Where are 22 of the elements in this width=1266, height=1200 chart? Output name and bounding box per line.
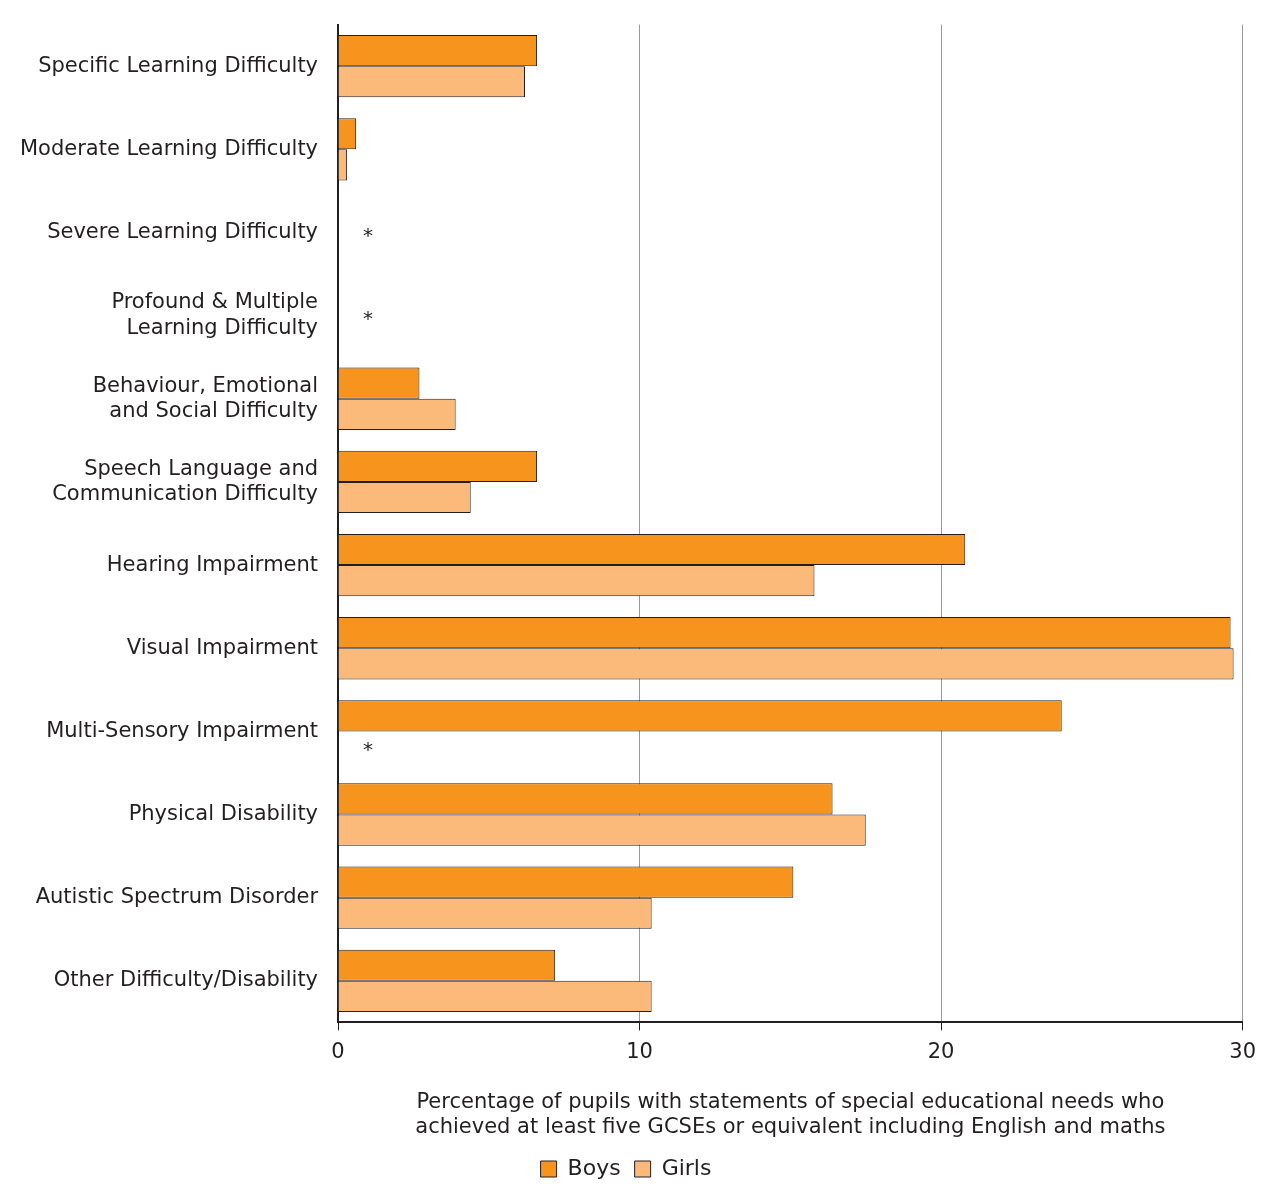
y-tick-label: Physical Disability [128, 800, 319, 825]
y-tick-label: Severe Learning Difficulty [47, 218, 319, 243]
legend-label: Boys [567, 1154, 621, 1180]
y-tick-label: Moderate Learning Difficulty [19, 135, 319, 160]
y-tick-label: Hearing Impairment [106, 551, 319, 576]
y-tick-label: Speech Language and Communication Difficulty [52, 455, 319, 505]
text: * [363, 737, 374, 762]
x-tick-label: 30 [1229, 1039, 1257, 1064]
text: * [363, 222, 374, 247]
legend-label: Girls [661, 1154, 712, 1180]
y-tick-label: Multi-Sensory Impairment [46, 717, 319, 742]
y-tick-label: Profound & Multiple Learning Difficulty [111, 289, 319, 339]
x-tick-label: 20 [927, 1039, 955, 1064]
y-tick-label: Behaviour, Emotional and Social Difficulty [92, 372, 319, 422]
y-tick-label: Specific Learning Difficulty [38, 52, 319, 77]
y-tick-label: Autistic Spectrum Disorder [35, 884, 319, 909]
y-tick-label: Other Difficulty/Disability [53, 967, 319, 992]
x-axis-title: Percentage of pupils with statements of special educational needs who achieved at least five GCSEs or equivalent including English and maths [415, 1088, 1166, 1138]
y-tick-label: Visual Impairment [126, 634, 319, 659]
x-tick-label: 10 [626, 1039, 653, 1064]
x-tick-label: 0 [331, 1039, 345, 1064]
text: * [363, 305, 374, 330]
